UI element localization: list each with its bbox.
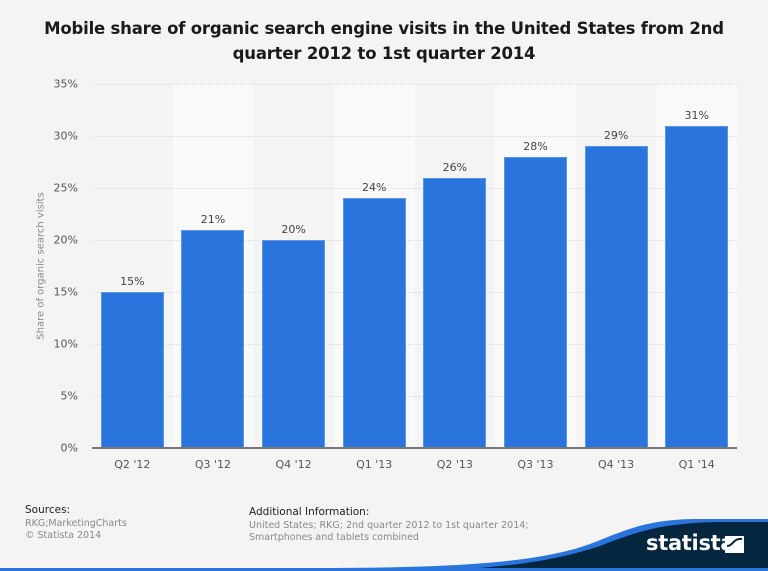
chart-title-line-2: quarter 2012 to 1st quarter 2014 xyxy=(232,44,536,63)
y-tick-label: 35% xyxy=(53,77,78,91)
x-tick-label: Q1 '14 xyxy=(678,458,715,471)
copyright-text: © Statista 2014 xyxy=(25,530,102,541)
bar[interactable] xyxy=(262,240,326,448)
bar-value-label: 31% xyxy=(684,108,709,122)
x-tick-label: Q4 '13 xyxy=(597,458,635,471)
bar[interactable] xyxy=(100,292,164,448)
x-tick-label: Q1 '13 xyxy=(356,458,393,471)
statista-logo-icon xyxy=(725,536,744,553)
gridline xyxy=(92,188,737,189)
x-tick-label: Q2 '13 xyxy=(436,458,473,471)
gridline xyxy=(92,396,737,397)
sources-heading: Sources: xyxy=(25,504,71,516)
y-tick-label: 5% xyxy=(60,389,78,403)
y-tick-label: 10% xyxy=(53,337,78,351)
gridline xyxy=(92,292,737,293)
x-tick-label: Q3 '12 xyxy=(194,458,232,471)
bar[interactable] xyxy=(423,177,487,448)
bar[interactable] xyxy=(503,156,567,448)
y-tick-label: 0% xyxy=(60,441,78,455)
bar[interactable] xyxy=(342,198,406,448)
gridline xyxy=(92,136,737,137)
footer-wave-decoration xyxy=(0,519,768,571)
y-tick-label: 25% xyxy=(53,181,78,195)
gridline xyxy=(92,84,737,85)
x-tick-label: Q4 '12 xyxy=(275,458,312,471)
x-tick-label: Q2 '12 xyxy=(114,458,151,471)
bar-value-label: 20% xyxy=(281,223,306,236)
y-tick-label: 15% xyxy=(53,285,78,299)
additional-info-text: United States; RKG; 2nd quarter 2012 to … xyxy=(249,520,529,543)
y-tick-label: 30% xyxy=(53,129,78,143)
sources-text[interactable]: RKG;MarketingCharts xyxy=(25,518,127,529)
additional-info-heading: Additional Information: xyxy=(249,506,370,518)
bar[interactable] xyxy=(181,229,245,448)
bar-value-label: 24% xyxy=(361,181,387,195)
bar[interactable] xyxy=(665,125,729,448)
x-tick-label: Q3 '13 xyxy=(517,458,554,471)
chart-title-line-1: Mobile share of organic search engine vi… xyxy=(44,19,724,38)
bar-value-label: 26% xyxy=(442,160,468,174)
bar-value-label: 21% xyxy=(200,212,226,226)
chart-title: Mobile share of organic search engine vi… xyxy=(0,16,768,66)
statista-logo[interactable]: statista xyxy=(646,531,735,555)
x-axis-line xyxy=(92,447,737,449)
bar[interactable] xyxy=(584,146,648,448)
gridline xyxy=(92,344,737,345)
bar-value-label: 28% xyxy=(523,139,548,153)
bar-value-label: 29% xyxy=(603,129,629,143)
y-tick-label: 20% xyxy=(53,233,78,247)
bar-value-label: 15% xyxy=(120,275,145,288)
gridline xyxy=(92,240,737,241)
y-axis-title: Share of organic search visits xyxy=(35,192,47,340)
plot-area: 15% 21% 20% 24% 26% 28% 29% 31% xyxy=(92,84,737,448)
